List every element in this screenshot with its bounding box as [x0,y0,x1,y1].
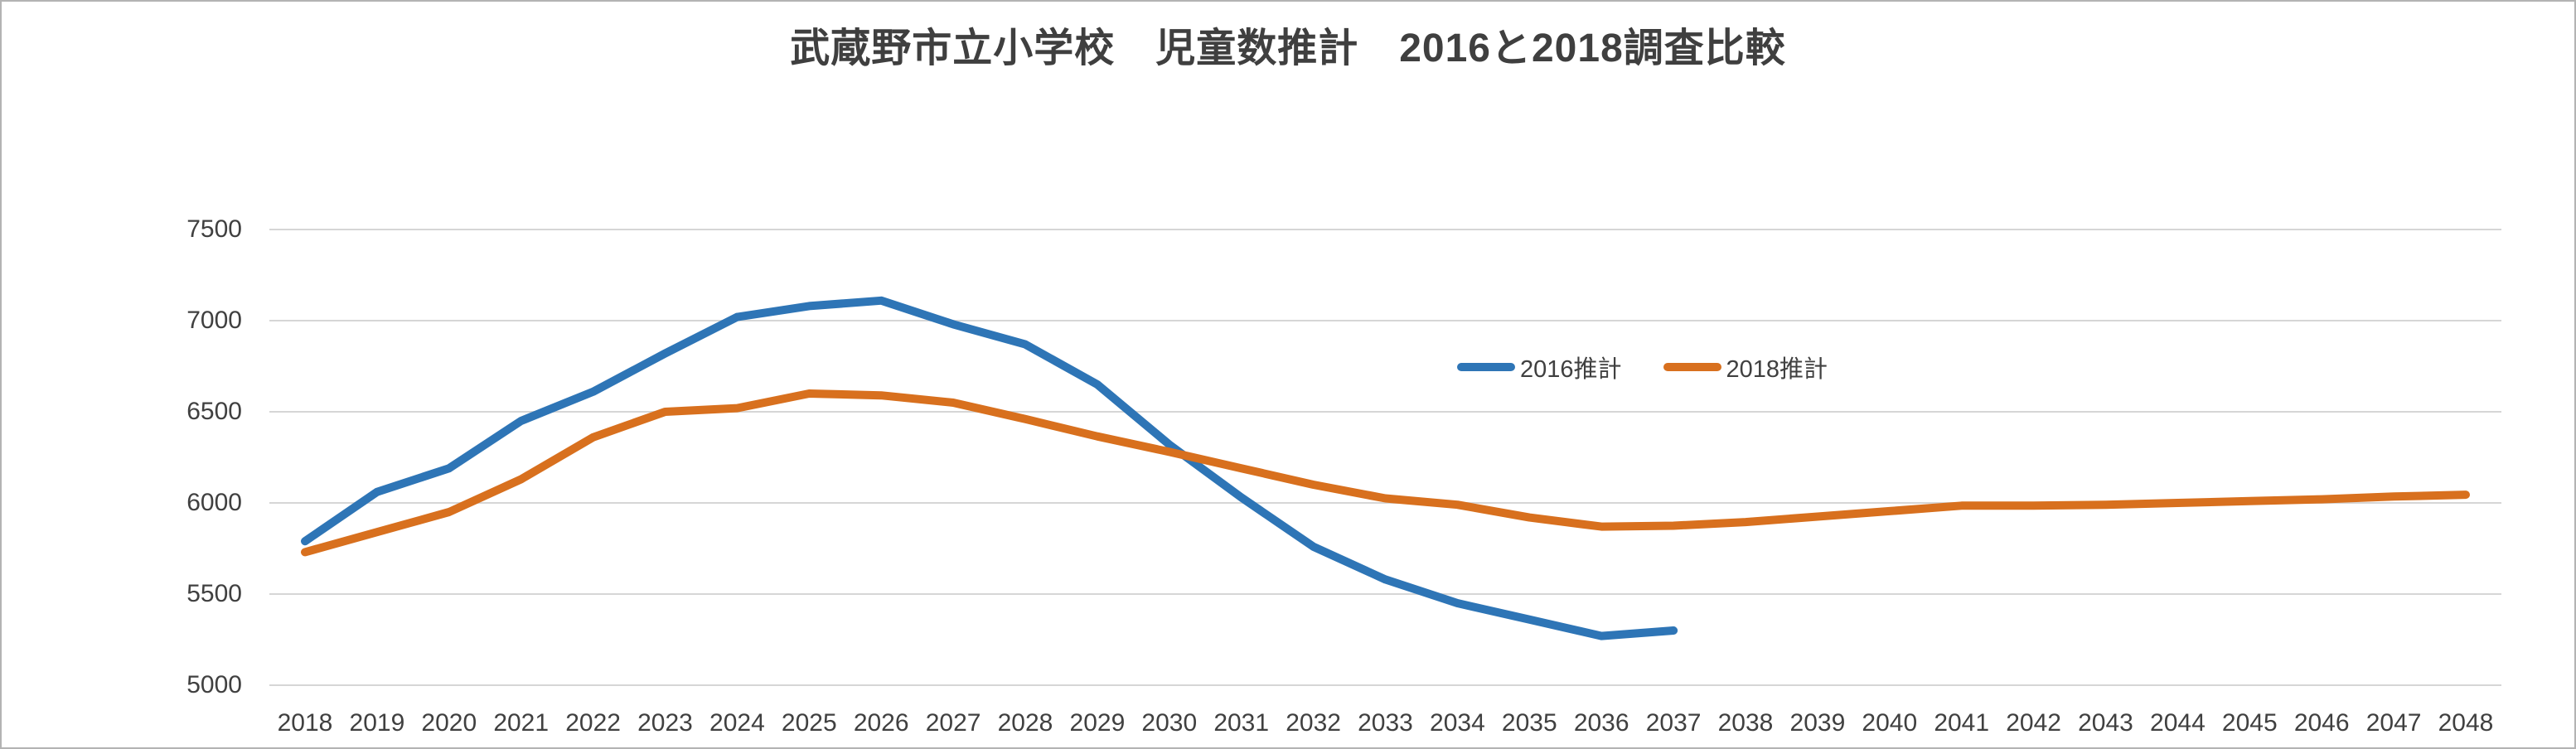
x-axis-tick-label: 2022 [565,709,621,737]
x-axis-tick-label: 2046 [2293,709,2350,737]
x-axis-tick-label: 2028 [997,709,1053,737]
x-axis-tick-label: 2019 [349,709,405,737]
x-axis-tick-label: 2034 [1430,709,1485,737]
legend-swatch-2016-icon [1457,363,1515,371]
x-axis-tick-label: 2018 [277,709,333,737]
x-axis-tick-label: 2029 [1069,709,1126,737]
legend-item-2018: 2018推計 [1663,350,1828,384]
y-axis-tick-label: 6500 [186,398,242,425]
x-axis-tick-label: 2045 [2221,709,2278,737]
chart-title: 武蔵野市立小学校 児童数推計 2016と2018調査比較 [790,27,1786,70]
legend-item-2016: 2016推計 [1457,350,1622,384]
legend-label-2018: 2018推計 [1726,356,1828,383]
x-axis-tick-label: 2037 [1645,709,1702,737]
x-axis-tick-label: 2032 [1286,709,1341,737]
x-axis-tick-label: 2033 [1358,709,1413,737]
x-axis-tick-label: 2038 [1717,709,1774,737]
series-line-2016推計 [301,296,1678,640]
x-axis-tick-label: 2023 [637,709,693,737]
x-axis-tick-label: 2039 [1789,709,1846,737]
x-axis-tick-label: 2036 [1573,709,1629,737]
y-axis-tick-label: 7000 [186,307,242,334]
x-axis-tick-label: 2020 [421,709,477,737]
x-axis-tick-label: 2027 [925,709,981,737]
x-axis-tick-label: 2040 [1862,709,1918,737]
y-axis-tick-label: 5000 [186,671,242,698]
x-axis-tick-label: 2024 [709,709,765,737]
series-line-2018推計 [301,389,2470,557]
x-axis-tick-label: 2030 [1141,709,1198,737]
x-axis-tick-label: 2035 [1501,709,1557,737]
x-axis-tick-label: 2048 [2438,709,2494,737]
x-axis-tick-label: 2043 [2078,709,2133,737]
y-axis-tick-label: 5500 [186,580,242,607]
x-axis-tick-label: 2042 [2006,709,2061,737]
x-axis-tick-label: 2025 [781,709,837,737]
x-axis-tick-label: 2031 [1213,709,1270,737]
x-axis-tick-label: 2044 [2150,709,2206,737]
x-axis-tick-label: 2026 [853,709,909,737]
legend: 2016推計 2018推計 [1457,350,1828,384]
legend-swatch-2018-icon [1663,363,1721,371]
x-axis-tick-label: 2021 [493,709,550,737]
legend-label-2016: 2016推計 [1520,356,1622,383]
y-axis-tick-label: 7500 [186,215,242,243]
y-axis-tick-label: 6000 [186,489,242,516]
x-axis-tick-label: 2047 [2365,709,2422,737]
x-axis-tick-label: 2041 [1934,709,1990,737]
